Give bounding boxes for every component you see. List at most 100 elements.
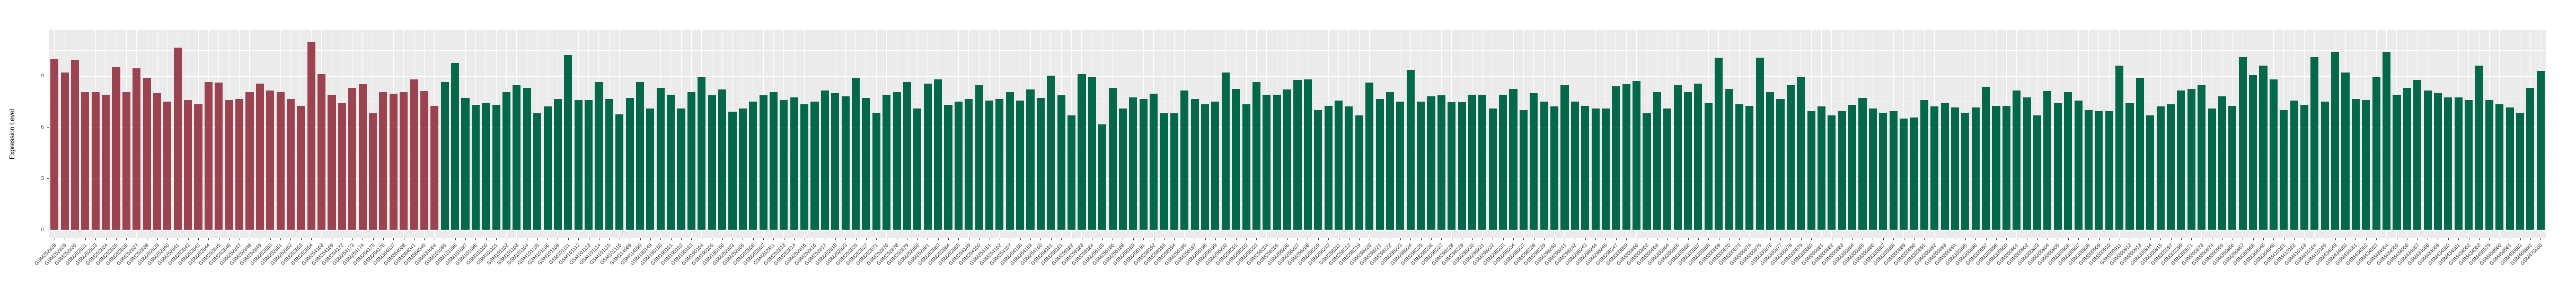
- bar-GSM300893: [1940, 103, 1949, 230]
- bar-GSM190154: [698, 76, 706, 230]
- bar-GSM298228: [1448, 102, 1456, 230]
- bar-GSM252842: [184, 100, 192, 230]
- x-tick-mark: [794, 238, 795, 240]
- bar-GSM300895: [1961, 112, 1970, 230]
- bar-GSM256210: [1324, 105, 1333, 230]
- x-tick-mark: [1513, 238, 1514, 240]
- bar-GSM350955: [2218, 96, 2226, 230]
- bar-GSM252838: [143, 77, 151, 230]
- bar-GSM300896: [1971, 107, 1980, 230]
- y-tick-label: 0: [41, 227, 44, 233]
- bar-GSM252831: [81, 92, 90, 230]
- x-tick-mark: [95, 238, 96, 240]
- x-tick-mark: [1688, 238, 1689, 240]
- x-tick-mark: [753, 238, 754, 240]
- x-tick-mark: [1893, 238, 1894, 240]
- bar-GSM300870: [1725, 88, 1733, 230]
- bar-GSM300891: [1920, 100, 1928, 230]
- bar-GSM300865: [1673, 85, 1682, 230]
- x-tick-mark: [1040, 238, 1042, 240]
- bar-GSM364046: [2259, 65, 2268, 230]
- x-tick-mark: [486, 238, 487, 240]
- bar-GSM256182: [1068, 115, 1076, 230]
- bar-GSM300912: [2125, 103, 2134, 230]
- bar-GSM458579: [2485, 100, 2493, 230]
- bar-GSM101115: [605, 98, 613, 230]
- x-tick-mark: [1164, 238, 1165, 240]
- x-tick-mark: [1780, 238, 1781, 240]
- x-tick-mark: [1585, 238, 1586, 240]
- bar-GSM252833: [91, 92, 100, 230]
- x-tick-mark: [948, 238, 949, 240]
- bar-GSM300874: [1745, 105, 1754, 230]
- bar-GSM298219: [1355, 115, 1363, 230]
- bar-GSM101104: [523, 87, 531, 230]
- bar-GSM256191: [1139, 98, 1148, 230]
- bar-GSM252829: [60, 72, 69, 230]
- x-tick-mark: [2088, 238, 2089, 240]
- bar-GSM300862: [1643, 113, 1651, 230]
- bar-GSM364048: [2269, 79, 2278, 230]
- bar-GSM298231: [1478, 94, 1487, 230]
- bar-GSM300875: [1755, 58, 1764, 230]
- bar-GSM298244: [1591, 108, 1600, 230]
- bar-GSM350871: [2187, 88, 2195, 230]
- bar-GSM256193: [1160, 113, 1168, 230]
- bar-GSM254174: [358, 84, 367, 230]
- bar-GSM256203: [1252, 82, 1261, 230]
- bar-GSM300869: [1715, 58, 1723, 230]
- bar-GSM252848: [245, 92, 254, 230]
- bar-GSM300864: [1663, 108, 1672, 230]
- bar-GSM101100: [482, 103, 490, 230]
- x-tick-mark: [465, 238, 466, 240]
- bar-GSM300877: [1776, 98, 1785, 230]
- bar-GSM364037: [389, 94, 398, 230]
- x-tick-mark: [1020, 238, 1021, 240]
- bar-GSM434050: [2341, 72, 2350, 230]
- bar-GSM300888: [1889, 111, 1898, 230]
- bar-GSM252805: [738, 108, 747, 230]
- x-tick-mark: [126, 238, 127, 240]
- y-tick-label: 9: [41, 73, 44, 79]
- bar-GSM300887: [1879, 112, 1887, 230]
- x-tick-mark: [311, 238, 312, 240]
- x-tick-mark: [671, 238, 672, 240]
- x-tick-mark: [270, 238, 271, 240]
- bar-GSM256208: [1303, 79, 1312, 230]
- bar-GSM298226: [1427, 96, 1435, 230]
- bar-GSM252825: [851, 77, 860, 230]
- x-tick-mark: [301, 238, 302, 240]
- bar-GSM252849: [255, 83, 264, 230]
- bar-GSM434061: [2454, 97, 2463, 230]
- x-tick-mark: [568, 238, 569, 240]
- x-tick-mark: [1965, 238, 1966, 240]
- y-axis-title: Expression Level: [8, 109, 16, 159]
- x-tick-mark: [1205, 238, 1206, 240]
- x-tick-mark: [352, 238, 353, 240]
- bar-GSM298229: [1458, 102, 1466, 230]
- x-tick-mark: [2068, 238, 2069, 240]
- bar-GSM300859: [1622, 84, 1630, 230]
- bar-GSM434062: [2465, 100, 2473, 230]
- x-tick-mark: [1215, 238, 1216, 240]
- bar-GSM298238: [1530, 93, 1538, 230]
- x-tick-mark: [876, 238, 877, 240]
- y-tick-mark: [47, 127, 49, 128]
- bar-GSM458580: [2495, 104, 2504, 230]
- bar-GSM256195: [1180, 90, 1189, 230]
- bar-GSM254151: [985, 101, 994, 230]
- y-tick-label: 6: [41, 124, 44, 131]
- bar-GSM364045: [420, 91, 429, 230]
- bar-GSM300878: [1786, 85, 1795, 230]
- x-tick-mark: [1523, 238, 1524, 240]
- x-tick-mark: [1318, 238, 1319, 240]
- bar-GSM300886: [1868, 108, 1877, 230]
- bar-GSM300866: [1683, 92, 1692, 230]
- x-tick-mark: [2171, 238, 2172, 240]
- bar-GSM298240: [1550, 106, 1559, 230]
- bar-GSM252813: [780, 100, 788, 230]
- x-tick-mark: [1061, 238, 1062, 240]
- x-tick-mark: [85, 238, 86, 240]
- x-tick-mark: [2109, 238, 2110, 240]
